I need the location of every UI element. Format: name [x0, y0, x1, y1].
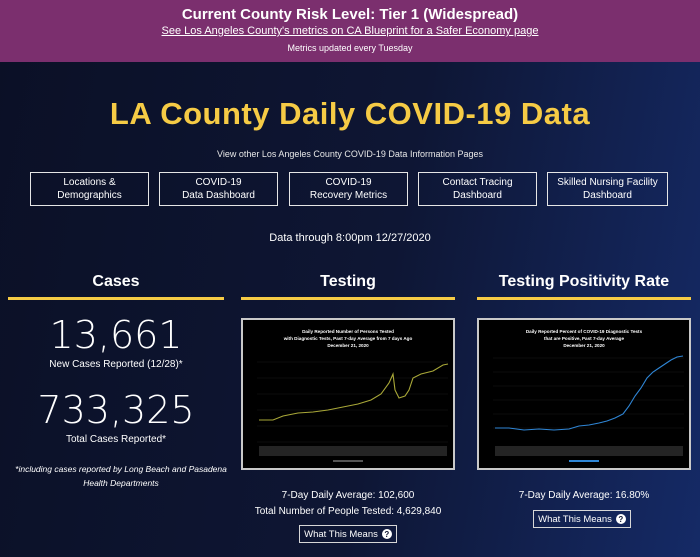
positivity-chart-line — [495, 355, 684, 431]
nav-button-label-line1: COVID-19 — [325, 177, 372, 188]
nav-skilled-nursing-button[interactable]: Skilled Nursing Facility Dashboard — [547, 172, 668, 206]
testing-chart[interactable]: Daily Reported Number of Persons Tested … — [241, 318, 455, 470]
testing-chart-legend — [333, 460, 363, 462]
new-cases-number: 13,661 — [49, 313, 183, 357]
positivity-chart-gridlines — [493, 357, 684, 429]
data-through-text: Data through 8:00pm 12/27/2020 — [269, 232, 431, 244]
positivity-divider — [477, 297, 691, 300]
testing-heading: Testing — [320, 273, 376, 290]
positivity-chart[interactable]: Daily Reported Percent of COVID-19 Diagn… — [477, 318, 691, 470]
nav-button-label-line2: Data Dashboard — [182, 190, 255, 201]
nav-button-label-line2: Demographics — [57, 190, 122, 201]
cases-footnote: *including cases reported by Long Beach … — [15, 464, 227, 488]
nav-button-label-line2: Recovery Metrics — [309, 190, 388, 201]
positivity-chart-title-1: Daily Reported Percent of COVID-19 Diagn… — [526, 329, 643, 334]
positivity-chart-legend — [569, 460, 599, 462]
testing-chart-svg: Daily Reported Number of Persons Tested … — [257, 329, 449, 462]
nav-button-label-line2: Dashboard — [583, 190, 632, 201]
ca-blueprint-link[interactable]: See Los Angeles County's metrics on CA B… — [161, 25, 539, 37]
nav-button-label-line1: Contact Tracing — [442, 177, 513, 188]
nav-button-label-line2: Dashboard — [453, 190, 502, 201]
testing-chart-title-2: with Diagnostic Tests, Past 7-day Averag… — [283, 336, 413, 341]
testing-divider — [241, 297, 455, 300]
testing-total: Total Number of People Tested: 4,629,840 — [254, 506, 442, 517]
question-circle-icon: ? — [615, 514, 626, 524]
what-this-means-label: What This Means — [304, 528, 378, 540]
testing-chart-line — [259, 363, 449, 421]
risk-level-text: Current County Risk Level: Tier 1 (Wides… — [181, 6, 519, 23]
cases-heading: Cases — [92, 273, 140, 290]
positivity-chart-svg: Daily Reported Percent of COVID-19 Diagn… — [493, 329, 684, 462]
nav-data-dashboard-button[interactable]: COVID-19 Data Dashboard — [159, 172, 278, 206]
positivity-what-this-means-button[interactable]: What This Means ? — [533, 510, 631, 528]
testing-chart-title-3: December 21, 2020 — [327, 343, 369, 348]
testing-average: 7-Day Daily Average: 102,600 — [281, 490, 415, 501]
positivity-heading: Testing Positivity Rate — [498, 273, 670, 290]
testing-chart-gridlines — [257, 361, 448, 443]
nav-button-label-line1: Skilled Nursing Facility — [557, 177, 658, 188]
nav-button-label-line1: COVID-19 — [195, 177, 242, 188]
positivity-chart-x-ticks — [495, 446, 683, 456]
positivity-chart-title-2: that are Positive, Past 7-day Average — [544, 336, 625, 341]
other-pages-text: View other Los Angeles County COVID-19 D… — [217, 149, 483, 159]
testing-what-this-means-button[interactable]: What This Means ? — [299, 525, 397, 543]
total-cases-number: 733,325 — [37, 388, 195, 432]
nav-button-label-line1: Locations & — [63, 177, 116, 188]
nav-recovery-metrics-button[interactable]: COVID-19 Recovery Metrics — [289, 172, 408, 206]
testing-chart-title-1: Daily Reported Number of Persons Tested — [302, 329, 394, 334]
nav-locations-demographics-button[interactable]: Locations & Demographics — [30, 172, 149, 206]
metrics-updated-text: Metrics updated every Tuesday — [287, 43, 413, 53]
cases-divider — [8, 297, 224, 300]
question-circle-icon: ? — [381, 529, 392, 539]
positivity-chart-title-3: December 21, 2020 — [563, 343, 605, 348]
new-cases-label: New Cases Reported (12/28)* — [49, 359, 183, 370]
page-title: LA County Daily COVID-19 Data — [109, 96, 591, 131]
testing-chart-x-ticks — [259, 446, 447, 456]
risk-banner: Current County Risk Level: Tier 1 (Wides… — [0, 0, 700, 62]
total-cases-label: Total Cases Reported* — [65, 434, 167, 445]
what-this-means-label: What This Means — [538, 513, 612, 525]
positivity-average: 7-Day Daily Average: 16.80% — [518, 490, 650, 501]
nav-contact-tracing-button[interactable]: Contact Tracing Dashboard — [418, 172, 537, 206]
